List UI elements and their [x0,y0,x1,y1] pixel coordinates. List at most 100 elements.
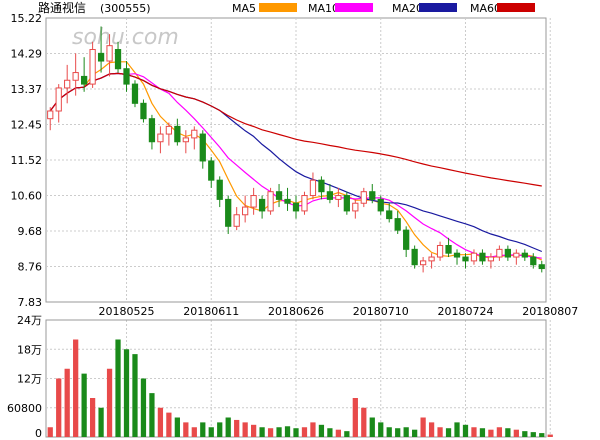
candle-body [140,102,147,120]
volume-bar [513,429,519,437]
volume-bar [132,354,138,437]
candle-body [191,129,198,139]
volume-bar [547,434,553,437]
volume-bar [496,427,503,437]
candle-body [496,248,503,258]
volume-bar [157,407,164,437]
candle-body [275,191,283,200]
candle-body [216,179,223,200]
volume-bar [310,422,316,437]
candle-body [352,202,359,212]
volume-bar [395,428,401,437]
candle-body [267,191,274,212]
candle-body [377,198,384,212]
candle-body [513,252,520,258]
volume-bar [73,339,79,437]
stock-code: (300555) [100,2,151,15]
candle-body [199,133,206,162]
volume-bar [284,426,291,437]
legend-swatch-ma10 [335,3,373,12]
candle-body [258,198,266,212]
candle-body [462,256,469,262]
volume-bar [403,427,409,437]
volume-bar [217,422,223,437]
y-tick-label: 12.45 [11,119,43,132]
volume-bar [166,412,172,437]
candle-body [326,191,334,200]
candle-body [114,49,122,70]
volume-bar [225,417,231,437]
x-tick-label: 20180611 [183,305,239,318]
y-tick-label: 11.52 [11,154,43,167]
volume-bar [242,422,248,437]
volume-bar [505,428,511,437]
candle-body [233,214,240,227]
candle-body [106,45,113,62]
volume-bar [140,378,147,437]
candle-body [453,252,461,258]
candle-body [411,248,418,266]
volume-bar [64,368,70,437]
candle-body [394,218,401,231]
volume-bars [47,339,553,437]
volume-bar [522,431,528,437]
y-tick-label: 9.68 [18,225,43,238]
x-tick-label: 20180710 [353,305,409,318]
volume-bar [115,339,121,437]
volume-bar [479,428,486,437]
candle-body [208,160,215,181]
candle-body [182,137,189,143]
volume-bar [335,429,341,437]
candle-body [428,256,435,262]
candle-body [386,210,393,220]
volume-y-tick-label: 60800 [7,402,42,415]
legend-label-ma20: MA20 [392,2,423,15]
ma-line-ma60 [49,72,542,187]
axes: 15.22 14.29 13.37 12.45 11.52 10.60 9.68 8.76 7.… [7,12,578,440]
candle-body [309,179,317,197]
volume-bar [361,407,367,437]
chart-header: 路通视信 (300555) [38,0,151,15]
chart-title: 路通视信 [38,0,86,15]
candle-body [97,52,105,62]
volume-bar [301,427,308,437]
volume-bar [445,428,452,437]
volume-bar [352,398,358,437]
volume-bar [420,417,426,437]
volume-bar [234,419,240,437]
x-tick-label: 20180724 [437,305,493,318]
volume-bar [437,427,443,437]
y-tick-label: 10.60 [11,190,43,203]
candle-body [335,195,342,200]
volume-bar [276,427,282,437]
candle-body [521,252,528,258]
volume-bar [488,429,494,437]
volume-bar [344,431,350,437]
legend-swatch-ma5 [259,3,297,12]
candle-body [174,125,181,143]
y-tick-label: 14.29 [11,48,43,61]
legend-label-ma10: MA10 [308,2,339,15]
candle-body [250,195,257,208]
candle-body [436,245,444,258]
volume-y-tick-label: 12万 [17,373,42,386]
candle-body [242,206,249,216]
volume-bar [454,422,460,437]
candle-body [225,198,232,227]
candle-body [123,68,130,85]
y-tick-label: 7.83 [18,296,43,309]
x-tick-label: 20180525 [99,305,155,318]
volume-bar [106,368,113,437]
candle-body [360,191,367,204]
candlesticks [47,26,545,273]
volume-bar [412,429,418,437]
volume-bar [327,428,333,437]
candle-body [47,110,54,120]
volume-bar [267,428,274,437]
volume-bar [378,422,384,437]
volume-bar [539,433,545,437]
y-tick-label: 13.37 [11,83,43,96]
legend-label-ma5: MA5 [232,2,256,15]
volume-bar [149,393,155,437]
